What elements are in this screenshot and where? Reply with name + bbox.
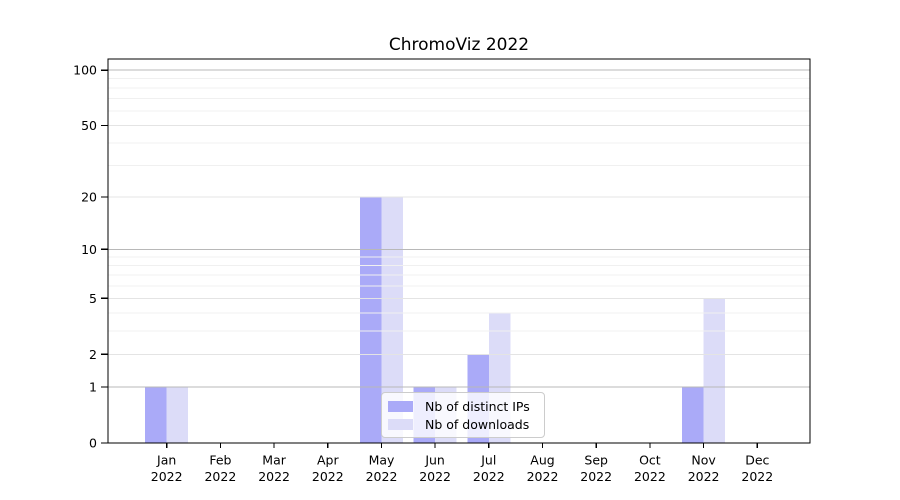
x-tick-label-month-apr: Apr [317,453,339,468]
x-tick-label-month-nov: Nov [691,453,716,468]
bar-nov-distinct-ips [682,387,704,443]
bar-nov-downloads [703,298,726,443]
x-tick-label-year-jan: 2022 [151,469,183,484]
x-tick-label-month-aug: Aug [530,453,554,468]
y-tick-label-2: 2 [89,347,97,362]
x-tick-label-month-jul: Jul [480,453,496,468]
bar-jan-downloads [166,387,189,443]
x-tick-label-year-nov: 2022 [688,469,720,484]
y-tick-label-10: 10 [81,242,97,257]
x-tick-label-month-jun: Jun [424,453,445,468]
x-tick-label-year-dec: 2022 [741,469,773,484]
x-tick-label-month-may: May [369,453,395,468]
x-tick-label-year-apr: 2022 [312,469,344,484]
legend-item-distinct-ips: Nb of distinct IPs [388,399,536,414]
x-tick-label-month-oct: Oct [639,453,661,468]
y-tick-label-0: 0 [89,436,97,451]
legend-item-downloads: Nb of downloads [388,417,536,432]
x-tick-label-month-mar: Mar [262,453,286,468]
x-tick-label-month-feb: Feb [209,453,231,468]
plot-border [107,58,811,444]
legend-label-distinct-ips: Nb of distinct IPs [425,398,530,414]
x-tick-label-month-dec: Dec [745,453,769,468]
x-tick-label-month-sep: Sep [584,453,608,468]
x-tick-label-year-mar: 2022 [258,469,290,484]
y-tick-label-50: 50 [81,118,97,133]
x-tick-label-year-oct: 2022 [634,469,666,484]
chart-title: ChromoViz 2022 [388,35,530,55]
x-tick-label-year-sep: 2022 [580,469,612,484]
legend-label-downloads: Nb of downloads [425,416,530,432]
x-tick-label-year-aug: 2022 [527,469,559,484]
legend-swatch-distinct-ips [388,400,413,412]
x-tick-label-year-jul: 2022 [473,469,505,484]
y-tick-label-1: 1 [89,380,97,395]
legend-swatch-downloads [388,418,413,430]
x-tick-label-year-feb: 2022 [204,469,236,484]
y-tick-label-5: 5 [89,291,97,306]
x-tick-label-year-jun: 2022 [419,469,451,484]
gridlines-layer [108,69,810,388]
legend: Nb of distinct IPs Nb of downloads [381,392,545,438]
x-axis: Jan2022Feb2022Mar2022Apr2022May2022Jun20… [151,443,773,484]
y-tick-label-20: 20 [81,190,97,205]
x-tick-label-month-jan: Jan [156,453,176,468]
bar-may-distinct-ips [360,197,382,443]
y-axis: 0 1 2 5 10 20 50 100 [73,63,108,451]
bar-may-downloads [381,197,403,443]
y-tick-label-100: 100 [73,63,97,78]
x-tick-label-year-may: 2022 [366,469,398,484]
bar-jan-distinct-ips [145,387,167,443]
